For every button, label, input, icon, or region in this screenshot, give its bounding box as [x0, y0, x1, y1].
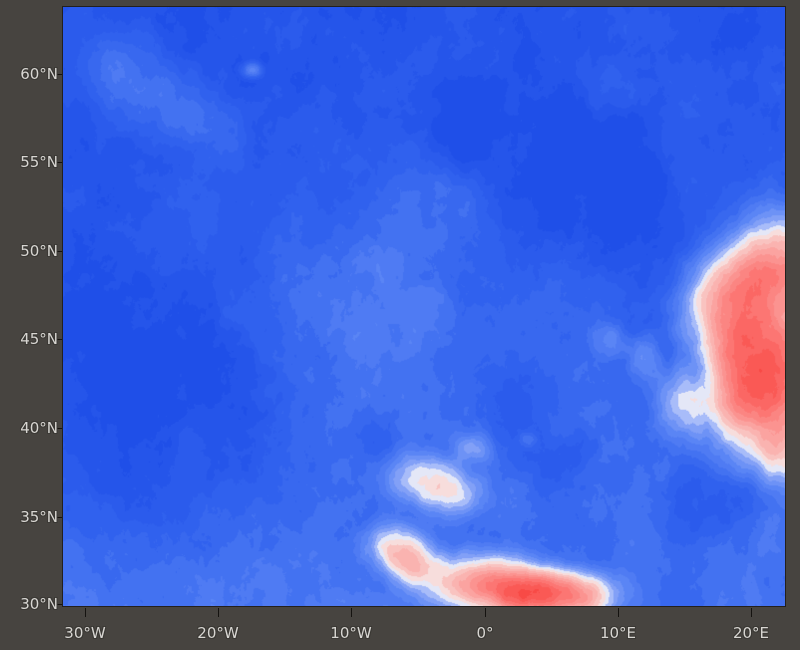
latitude-tick-label: 40°N — [20, 419, 58, 437]
longitude-tick — [618, 608, 619, 617]
longitude-tick-label: 10°E — [599, 624, 637, 642]
latitude-tick — [53, 604, 62, 605]
longitude-tick-label: 30°W — [64, 624, 106, 642]
latitude-tick — [53, 162, 62, 163]
latitude-tick — [53, 74, 62, 75]
latitude-tick-label: 30°N — [20, 595, 58, 613]
longitude-tick-label: 20°E — [732, 624, 770, 642]
latitude-tick-label: 55°N — [20, 153, 58, 171]
latitude-tick — [53, 339, 62, 340]
latitude-tick-label: 50°N — [20, 242, 58, 260]
map-plot-area[interactable] — [62, 6, 786, 607]
latitude-tick — [53, 428, 62, 429]
longitude-tick-label: 0° — [476, 624, 494, 642]
longitude-tick-label: 10°W — [330, 624, 372, 642]
longitude-tick — [218, 608, 219, 617]
longitude-tick — [485, 608, 486, 617]
longitude-tick — [85, 608, 86, 617]
latitude-tick-label: 35°N — [20, 508, 58, 526]
longitude-tick — [351, 608, 352, 617]
latitude-tick — [53, 251, 62, 252]
latitude-tick-label: 45°N — [20, 330, 58, 348]
latitude-tick — [53, 517, 62, 518]
latitude-tick-label: 60°N — [20, 65, 58, 83]
longitude-tick — [751, 608, 752, 617]
longitude-tick-label: 20°W — [197, 624, 239, 642]
temperature-anomaly-heatmap — [63, 7, 785, 606]
